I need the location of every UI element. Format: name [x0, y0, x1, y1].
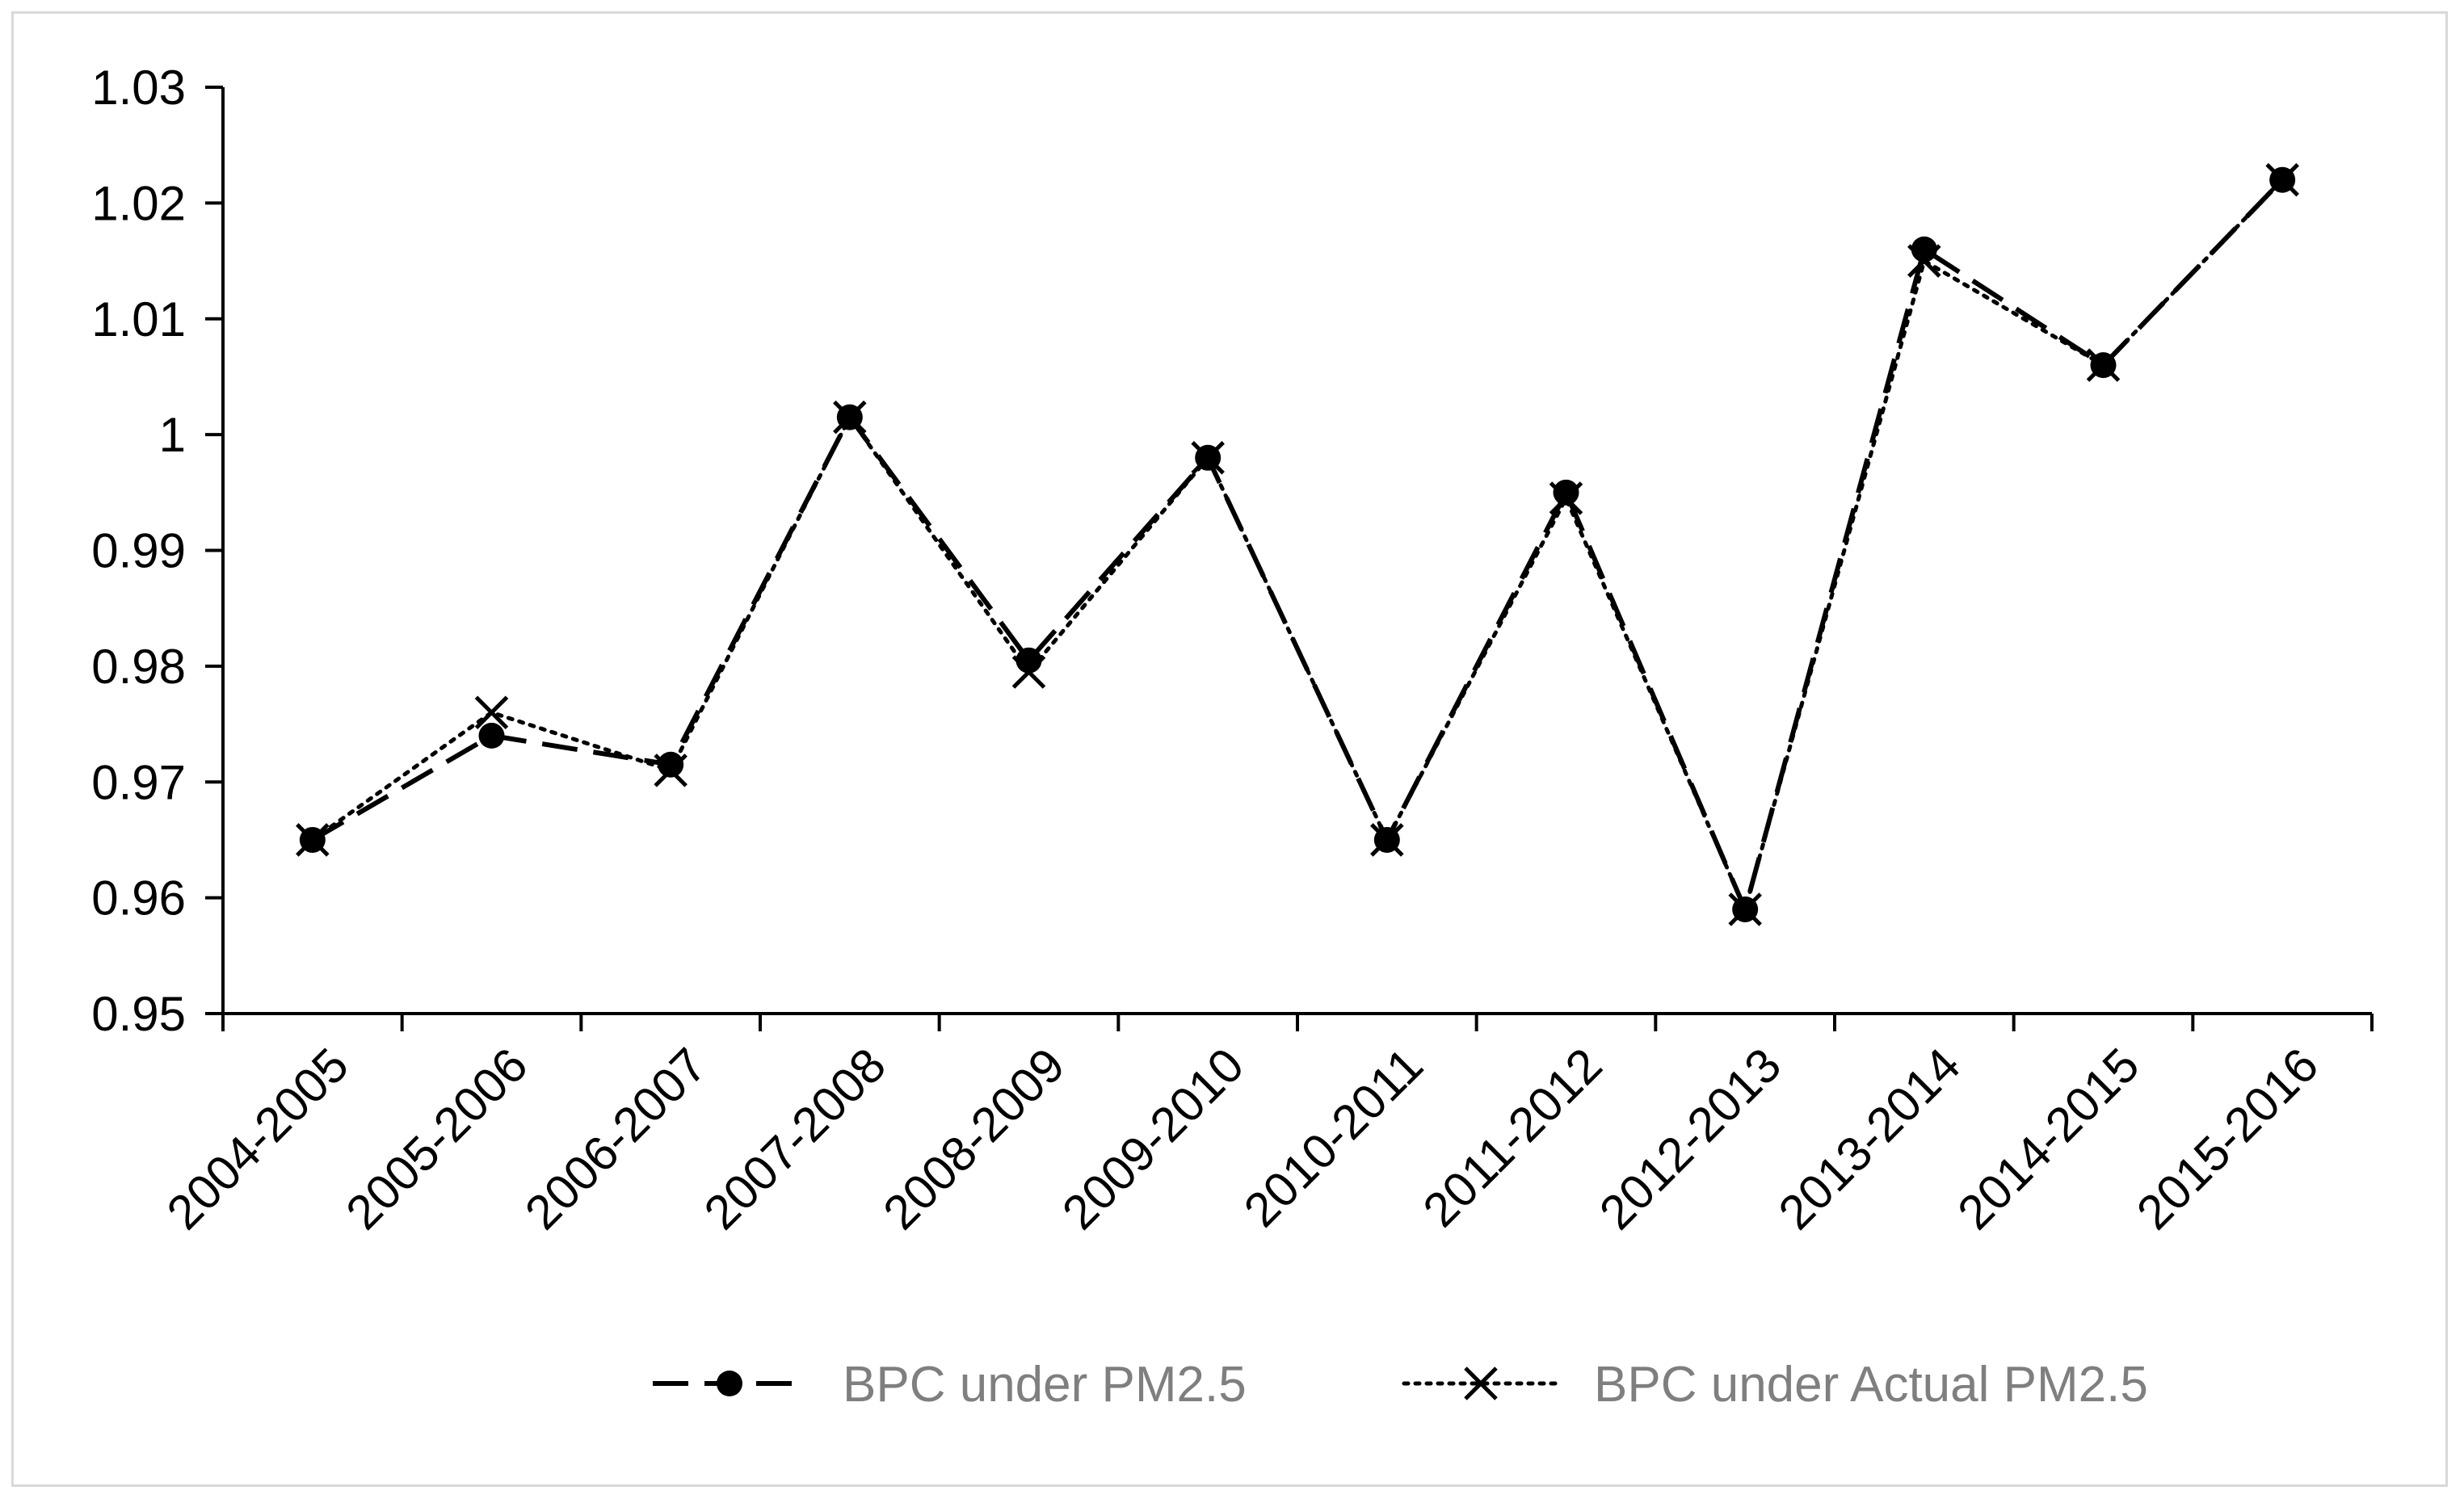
x-tick-label: 2004-2005 [157, 1038, 359, 1240]
y-tick-label: 0.97 [91, 755, 186, 809]
data-point-series-1 [1553, 479, 1579, 506]
x-tick-label: 2014-2015 [1947, 1038, 2149, 1240]
x-tick-label: 2011-2012 [1413, 1038, 1613, 1237]
data-point-series-1 [658, 751, 684, 778]
x-tick-label: 2015-2016 [2126, 1038, 2328, 1240]
data-point-series-2 [2086, 348, 2121, 382]
y-tick-label: 0.98 [91, 640, 186, 694]
x-tick-label: 2007-2008 [694, 1038, 896, 1240]
data-point-series-2 [654, 754, 687, 787]
chart-frame [11, 11, 2448, 1487]
legend-marker [717, 1371, 742, 1396]
legend-marker [1464, 1367, 1498, 1400]
y-tick-label: 1.03 [91, 61, 186, 115]
x-tick-label: 2012-2013 [1589, 1038, 1791, 1240]
data-point-series-2 [2265, 162, 2299, 197]
y-tick-label: 0.99 [91, 524, 186, 578]
x-tick-label: 2005-2006 [335, 1038, 537, 1240]
data-point-series-2 [1011, 655, 1046, 689]
legend-item-2: BPC under Actual PM2.5 [1402, 1357, 2148, 1413]
y-tick-label: 1 [159, 408, 186, 462]
x-tick-label: 2013-2014 [1768, 1038, 1970, 1240]
series-line-2 [310, 178, 2285, 916]
y-axis: 0.95 0.96 0.97 0.98 0.99 1 1.01 1.02 1.03 [91, 61, 225, 1041]
series-line-1 [311, 178, 2285, 917]
data-point-series-2 [1370, 823, 1404, 857]
x-tick-label: 2009-2010 [1052, 1038, 1254, 1240]
data-point-series-2 [296, 823, 330, 857]
data-point-series-2 [1907, 244, 1941, 278]
y-tick-label: 0.96 [91, 871, 186, 926]
legend-label: BPC under Actual PM2.5 [1594, 1357, 2148, 1413]
data-point-series-2 [1728, 892, 1762, 926]
x-tick-label: 2008-2009 [872, 1038, 1074, 1240]
data-point-series-1 [478, 722, 505, 749]
y-tick-label: 1.01 [91, 292, 186, 346]
legend: BPC under PM2.5 BPC under Actual PM2.5 [653, 1357, 2148, 1413]
series-area [296, 162, 2299, 926]
legend-label: BPC under PM2.5 [843, 1357, 1247, 1413]
legend-item-1: BPC under PM2.5 [653, 1357, 1247, 1413]
x-axis: 2004-20052005-20062006-20072007-20082008… [157, 1012, 2374, 1240]
data-point-series-2 [474, 695, 509, 729]
x-tick-label: 2006-2007 [515, 1038, 717, 1240]
y-tick-label: 1.02 [91, 176, 186, 230]
y-tick-label: 0.95 [91, 987, 186, 1041]
x-tick-label: 2010-2011 [1234, 1038, 1433, 1237]
data-point-series-2 [1549, 481, 1583, 515]
data-point-series-2 [833, 400, 867, 435]
data-point-series-2 [1191, 441, 1225, 475]
